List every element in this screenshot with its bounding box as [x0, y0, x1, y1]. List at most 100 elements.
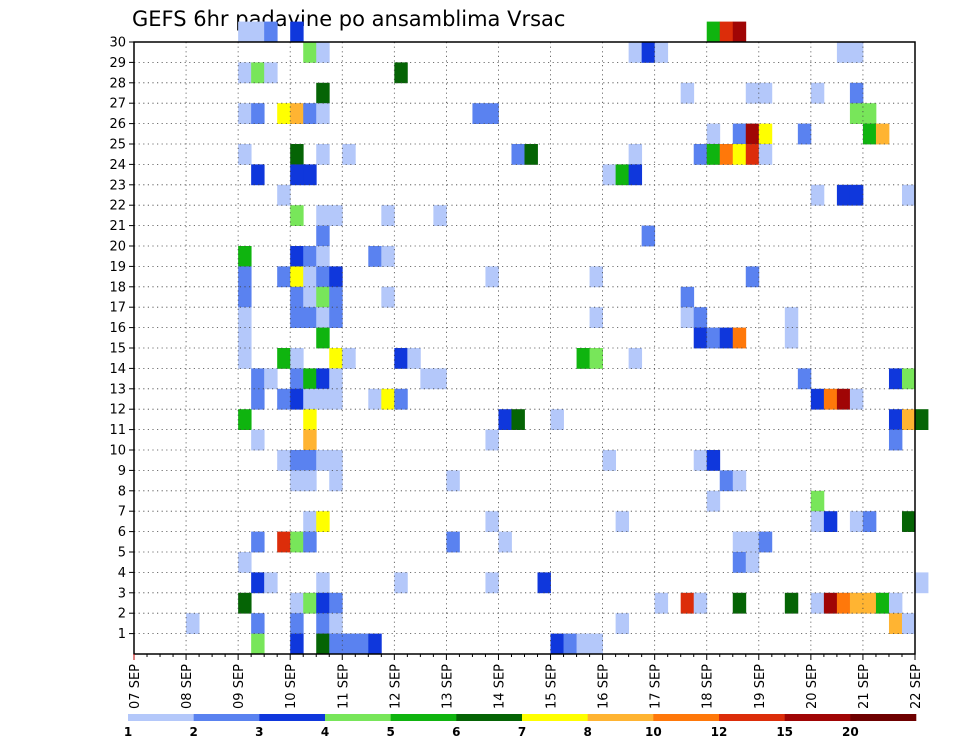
heatmap-cell: [381, 205, 395, 226]
colorbar-label: 15: [776, 725, 793, 739]
heatmap-cell: [875, 592, 890, 614]
heatmap-cell: [693, 144, 708, 165]
heatmap-cell: [810, 184, 825, 206]
colorbar-label: 20: [842, 725, 859, 739]
heatmap-cell: [394, 572, 408, 594]
heatmap-cell: [316, 286, 330, 308]
heatmap-cell: [251, 429, 265, 451]
heatmap-cell: [238, 327, 252, 349]
heatmap-cell: [823, 592, 838, 614]
heatmap-cell: [238, 103, 252, 124]
heatmap-cell: [290, 633, 304, 655]
heatmap-cell: [290, 368, 304, 390]
heatmap-cell: [849, 592, 864, 614]
heatmap-cell: [511, 144, 525, 165]
y-tick-label: 1: [118, 627, 126, 642]
heatmap-cell: [485, 572, 499, 594]
heatmap-cell: [797, 123, 812, 145]
heatmap-cell: [264, 368, 278, 390]
heatmap-cell: [238, 409, 252, 430]
heatmap-cell: [329, 205, 343, 226]
heatmap-cell: [732, 21, 747, 43]
heatmap-cell: [290, 307, 304, 328]
heatmap-cell: [810, 592, 825, 614]
colorbar-label: 6: [452, 725, 460, 739]
heatmap-cell: [329, 613, 343, 634]
heatmap-cell: [888, 429, 903, 451]
heatmap-cell: [589, 307, 603, 328]
heatmap-cell: [589, 348, 603, 369]
heatmap-cell: [719, 21, 734, 43]
heatmap-cell: [823, 388, 838, 410]
heatmap-cell: [745, 82, 760, 104]
heatmap-cell: [329, 633, 343, 655]
heatmap-cell: [290, 613, 304, 634]
x-tick-label: 20 SEP: [805, 664, 820, 709]
heatmap-cell: [368, 388, 382, 410]
y-tick-label: 9: [118, 464, 126, 479]
heatmap-cell: [849, 103, 864, 124]
heatmap-cell: [329, 307, 343, 328]
heatmap-cell: [368, 633, 382, 655]
heatmap-cell: [446, 470, 460, 492]
heatmap-cell: [797, 368, 812, 390]
heatmap-cell: [836, 388, 851, 410]
colorbar-segment: [128, 714, 194, 721]
x-tick-label: 16 SEP: [597, 664, 612, 709]
x-tick-label: 08 SEP: [180, 664, 195, 709]
colorbar-segment: [587, 714, 654, 721]
heatmap-cell: [784, 307, 799, 328]
heatmap-cell: [485, 511, 499, 532]
heatmap-cell: [316, 103, 330, 124]
heatmap-cell: [719, 144, 734, 165]
heatmap-cell: [524, 144, 538, 165]
heatmap-cell: [576, 633, 590, 655]
heatmap-cell: [251, 388, 265, 410]
heatmap-cell: [732, 123, 747, 145]
y-tick-label: 10: [109, 444, 126, 459]
heatmap-cell: [745, 144, 760, 165]
y-tick-label: 12: [109, 403, 126, 418]
heatmap-cell: [186, 613, 200, 634]
heatmap-cell: [238, 246, 252, 267]
heatmap-cell: [628, 164, 643, 186]
x-tick-label: 22 SEP: [909, 664, 924, 709]
heatmap-cell: [355, 633, 369, 655]
heatmap-cell: [316, 266, 330, 288]
colorbar-segment: [784, 714, 851, 721]
heatmap-cell: [316, 613, 330, 634]
heatmap-cell: [784, 592, 799, 614]
y-tick-label: 15: [109, 342, 126, 357]
heatmap-cell: [290, 388, 304, 410]
heatmap-cell: [394, 62, 408, 84]
heatmap-cell: [303, 164, 317, 186]
heatmap-cell: [875, 123, 890, 145]
heatmap-cell: [745, 123, 760, 145]
heatmap-cell: [316, 307, 330, 328]
colorbar-segment: [259, 714, 326, 721]
heatmap-cell: [706, 144, 721, 165]
colorbar: 1 2 3 4 5 6 7 8 10 12 15 20: [124, 714, 917, 739]
heatmap-cell: [290, 470, 304, 492]
heatmap-cell: [485, 266, 499, 288]
heatmap-cell: [849, 388, 864, 410]
heatmap-cell: [238, 286, 252, 308]
chart-title: GEFS 6hr padavine po ansamblima Vrsac: [132, 7, 565, 31]
heatmap-cell: [862, 123, 877, 145]
heatmap-cell: [901, 409, 916, 430]
heatmap-cell: [303, 266, 317, 288]
heatmap-cell: [290, 246, 304, 267]
heatmap-cell: [316, 327, 330, 349]
heatmap-cell: [550, 409, 564, 430]
heatmap-cell: [915, 572, 929, 594]
heatmap-cell: [498, 409, 512, 430]
heatmap-cell: [758, 144, 773, 165]
heatmap-cell: [303, 470, 317, 492]
x-tick-label: 11 SEP: [336, 664, 351, 709]
y-tick-label: 8: [118, 484, 126, 499]
x-tick-label: 12 SEP: [388, 664, 403, 709]
heatmap-cell: [485, 103, 499, 124]
y-tick-label: 7: [118, 505, 126, 520]
heatmap-cell: [251, 368, 265, 390]
y-tick-label: 25: [109, 138, 126, 153]
